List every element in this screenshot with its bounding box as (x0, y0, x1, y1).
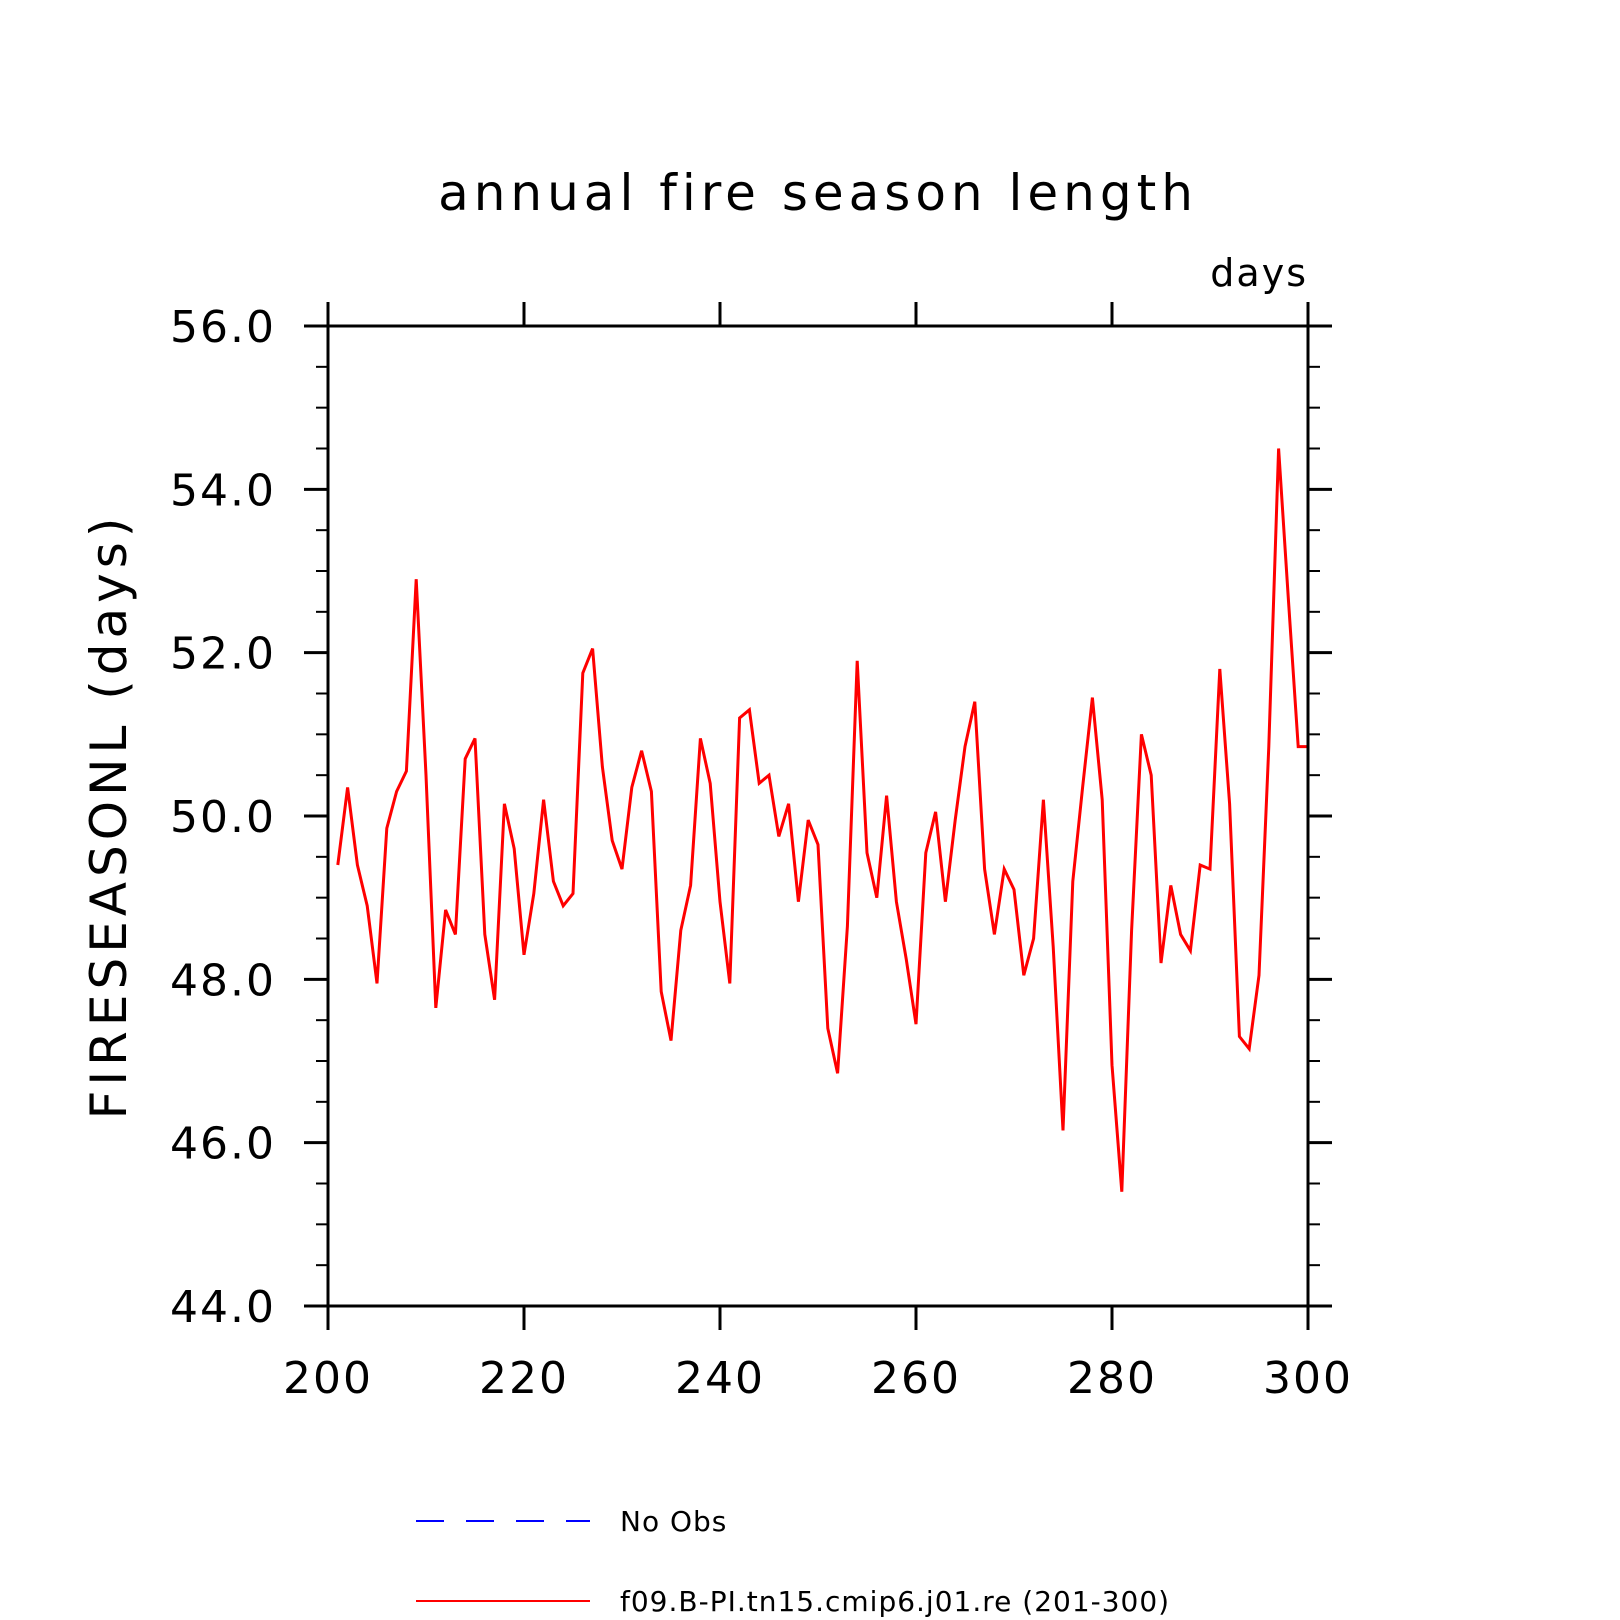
tick-labels: 200 220 240 260 280 300 44.0 46.0 48.0 50.0 52.0 54… (170, 302, 1353, 1404)
legend-label-0: No Obs (620, 1505, 727, 1538)
y-tick-label: 50.0 (170, 792, 276, 843)
units-label: days (1210, 251, 1308, 295)
y-tick-label: 56.0 (170, 302, 276, 353)
legend: No Obs f09.B-PI.tn15.cmip6.j01.re (201-30… (416, 1505, 1170, 1618)
y-tick-label: 54.0 (170, 465, 276, 516)
chart-title: annual fire season length (438, 164, 1198, 222)
y-tick-label: 44.0 (170, 1282, 276, 1333)
plot-lines (336, 448, 1308, 1192)
x-tick-label: 240 (675, 1353, 765, 1404)
y-axis-label: FIRESEASONL (days) (80, 513, 138, 1120)
legend-label-1: f09.B-PI.tn15.cmip6.j01.re (201-300) (620, 1585, 1170, 1618)
y-tick-label: 52.0 (170, 629, 276, 680)
series-line-1 (336, 448, 1308, 1192)
x-tick-label: 260 (871, 1353, 961, 1404)
x-tick-label: 220 (479, 1353, 569, 1404)
y-tick-label: 46.0 (170, 1119, 276, 1170)
axis-ticks (304, 302, 1332, 1330)
x-tick-label: 280 (1067, 1353, 1157, 1404)
plot-frame (326, 324, 1310, 1308)
x-tick-label: 200 (283, 1353, 373, 1404)
x-tick-label: 300 (1263, 1353, 1353, 1404)
y-tick-label: 48.0 (170, 955, 276, 1006)
